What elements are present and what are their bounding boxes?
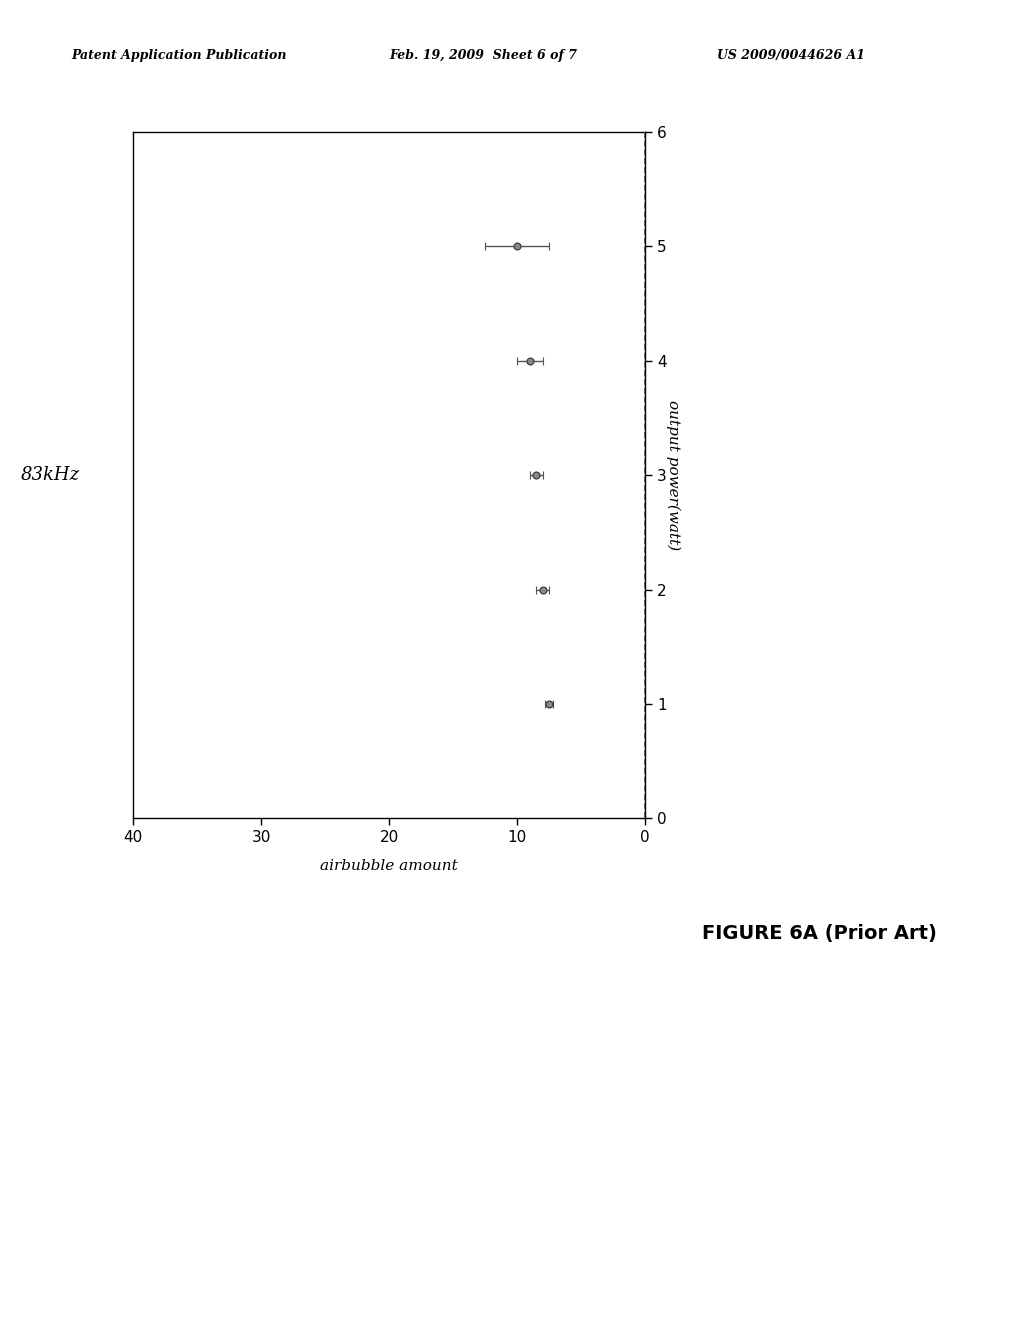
Text: FIGURE 6A (Prior Art): FIGURE 6A (Prior Art) [701,924,937,942]
Text: US 2009/0044626 A1: US 2009/0044626 A1 [717,49,865,62]
Text: Patent Application Publication: Patent Application Publication [72,49,287,62]
Y-axis label: output power(watt): output power(watt) [667,400,681,550]
X-axis label: airbubble amount: airbubble amount [321,859,458,873]
Text: 83kHz: 83kHz [20,466,80,484]
Text: Feb. 19, 2009  Sheet 6 of 7: Feb. 19, 2009 Sheet 6 of 7 [389,49,578,62]
